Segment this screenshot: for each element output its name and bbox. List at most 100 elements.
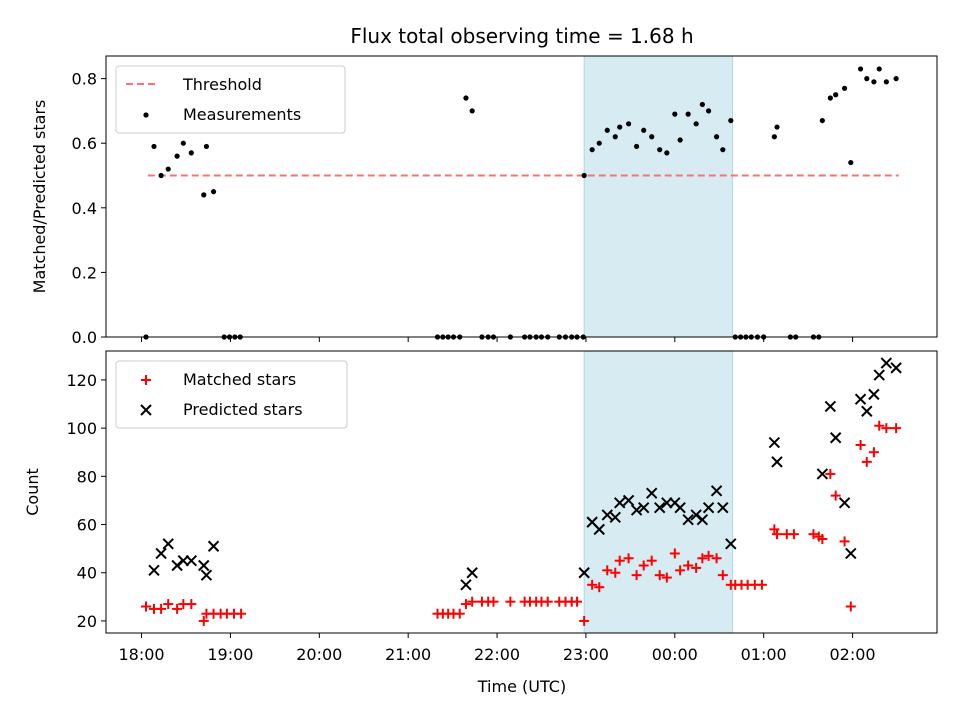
matched-star-point xyxy=(703,550,714,561)
legend-matched-swatch xyxy=(141,375,151,385)
matched-star-point xyxy=(669,548,680,559)
bottom-legend-box xyxy=(115,360,348,429)
predicted-star-point xyxy=(682,514,694,526)
y-tick-label: 120 xyxy=(66,371,97,390)
matched-star-point xyxy=(788,529,799,540)
x-tick-label: 18:00 xyxy=(118,645,164,664)
matched-star-point xyxy=(756,579,767,590)
measurement-point xyxy=(771,134,777,140)
predicted-star-point xyxy=(768,436,781,449)
y-tick-label: 0.2 xyxy=(72,263,97,282)
measurement-point xyxy=(633,143,640,150)
measurement-point xyxy=(657,147,663,153)
predicted-star-point xyxy=(148,564,160,577)
matched-star-point xyxy=(631,570,642,581)
measurement-point xyxy=(203,143,210,150)
predicted-star-point xyxy=(614,497,626,509)
legend-measurements-swatch xyxy=(143,112,149,118)
measurement-point xyxy=(641,127,647,133)
predicted-star-point xyxy=(185,554,198,567)
measurement-point xyxy=(210,189,217,195)
matched-star-point xyxy=(156,603,167,614)
predicted-star-point xyxy=(861,405,873,417)
measurement-point xyxy=(581,172,587,179)
measurement-point xyxy=(841,85,848,91)
predicted-star-point xyxy=(645,487,658,499)
predicted-star-point xyxy=(854,393,867,405)
measurement-point xyxy=(774,124,780,130)
matched-star-point xyxy=(808,529,819,540)
matched-star-point xyxy=(623,553,634,564)
chart-title: Flux total observing time = 1.68 h xyxy=(350,24,693,48)
predicted-star-point xyxy=(717,501,729,514)
matched-star-point xyxy=(236,608,247,619)
top-legend-box xyxy=(115,65,346,134)
measurement-point xyxy=(664,150,670,156)
measurement-point xyxy=(158,172,164,179)
x-tick-label: 20:00 xyxy=(296,645,342,664)
measurement-points xyxy=(143,66,899,340)
top-y-axis-label: Matched/Predicted stars xyxy=(30,100,49,294)
y-tick-label: 40 xyxy=(77,564,97,583)
predicted-star-point xyxy=(622,494,635,507)
predicted-star-point xyxy=(609,511,621,524)
predicted-star-point xyxy=(155,547,167,560)
measurement-point xyxy=(649,134,655,140)
measurement-point xyxy=(720,147,726,153)
measurement-point xyxy=(174,153,180,159)
measurement-point xyxy=(871,79,877,85)
measurement-point xyxy=(883,79,889,85)
predicted-star-point xyxy=(601,509,613,521)
y-tick-label: 0.4 xyxy=(72,199,97,218)
matched-star-point xyxy=(594,582,605,593)
predicted-star-point xyxy=(880,357,893,369)
predicted-star-point xyxy=(702,501,715,514)
measurement-point xyxy=(876,66,882,72)
predicted-star-point xyxy=(637,501,650,514)
matched-star-point xyxy=(855,440,866,450)
y-tick-label: 100 xyxy=(66,419,97,438)
legend-predicted-label: Predicted stars xyxy=(183,400,303,419)
matched-star-point xyxy=(467,596,478,607)
x-tick-label: 22:00 xyxy=(474,645,520,664)
shaded-span xyxy=(583,55,734,338)
matched-star-point xyxy=(140,601,151,612)
measurement-point xyxy=(705,108,712,114)
legend-threshold-label: Threshold xyxy=(182,75,262,94)
x-tick-label: 02:00 xyxy=(830,645,876,664)
matched-ratio-panel: 0.00.20.40.60.8 Matched/Predicted stars … xyxy=(30,55,938,347)
measurement-point xyxy=(893,76,899,82)
measurement-point xyxy=(848,159,854,166)
matched-star-point xyxy=(602,565,613,576)
matched-star-point xyxy=(868,447,879,458)
matched-star-point xyxy=(654,570,665,581)
x-tick-label: 00:00 xyxy=(652,645,698,664)
bottom-y-axis-label: Count xyxy=(23,468,42,516)
measurement-point xyxy=(165,166,171,172)
y-tick-label: 0.8 xyxy=(72,70,97,89)
matched-star-point xyxy=(772,529,783,540)
y-tick-label: 80 xyxy=(77,467,97,486)
matched-star-point xyxy=(691,562,702,573)
measurement-point xyxy=(201,192,207,198)
matched-star-point xyxy=(186,599,197,610)
star-count-points xyxy=(140,357,902,626)
matched-star-point xyxy=(198,615,209,626)
bottom-plot-frame xyxy=(105,350,938,634)
measurement-point xyxy=(677,137,683,143)
y-tick-label: 60 xyxy=(77,516,97,535)
x-tick-label: 19:00 xyxy=(207,645,253,664)
measurement-point xyxy=(596,140,602,146)
top-plot-frame xyxy=(105,55,938,338)
top-y-ticks: 0.0 0.2 0.4 0.6 0.8 xyxy=(72,70,106,347)
matched-star-point xyxy=(488,596,499,607)
predicted-star-point xyxy=(838,497,851,509)
bottom-x-ticks: 18:00 19:00 20:00 21:00 22:00 23:00 00:00 01:00… xyxy=(118,633,876,664)
star-count-panel: 20 40 60 80 100 120 18:00 19:00 20:00 21:00 22:00… xyxy=(23,350,938,696)
predicted-star-point xyxy=(630,504,643,516)
measurement-point xyxy=(699,101,705,108)
predicted-star-point xyxy=(593,523,605,536)
matched-star-point xyxy=(579,615,590,626)
matched-star-point xyxy=(817,534,828,544)
